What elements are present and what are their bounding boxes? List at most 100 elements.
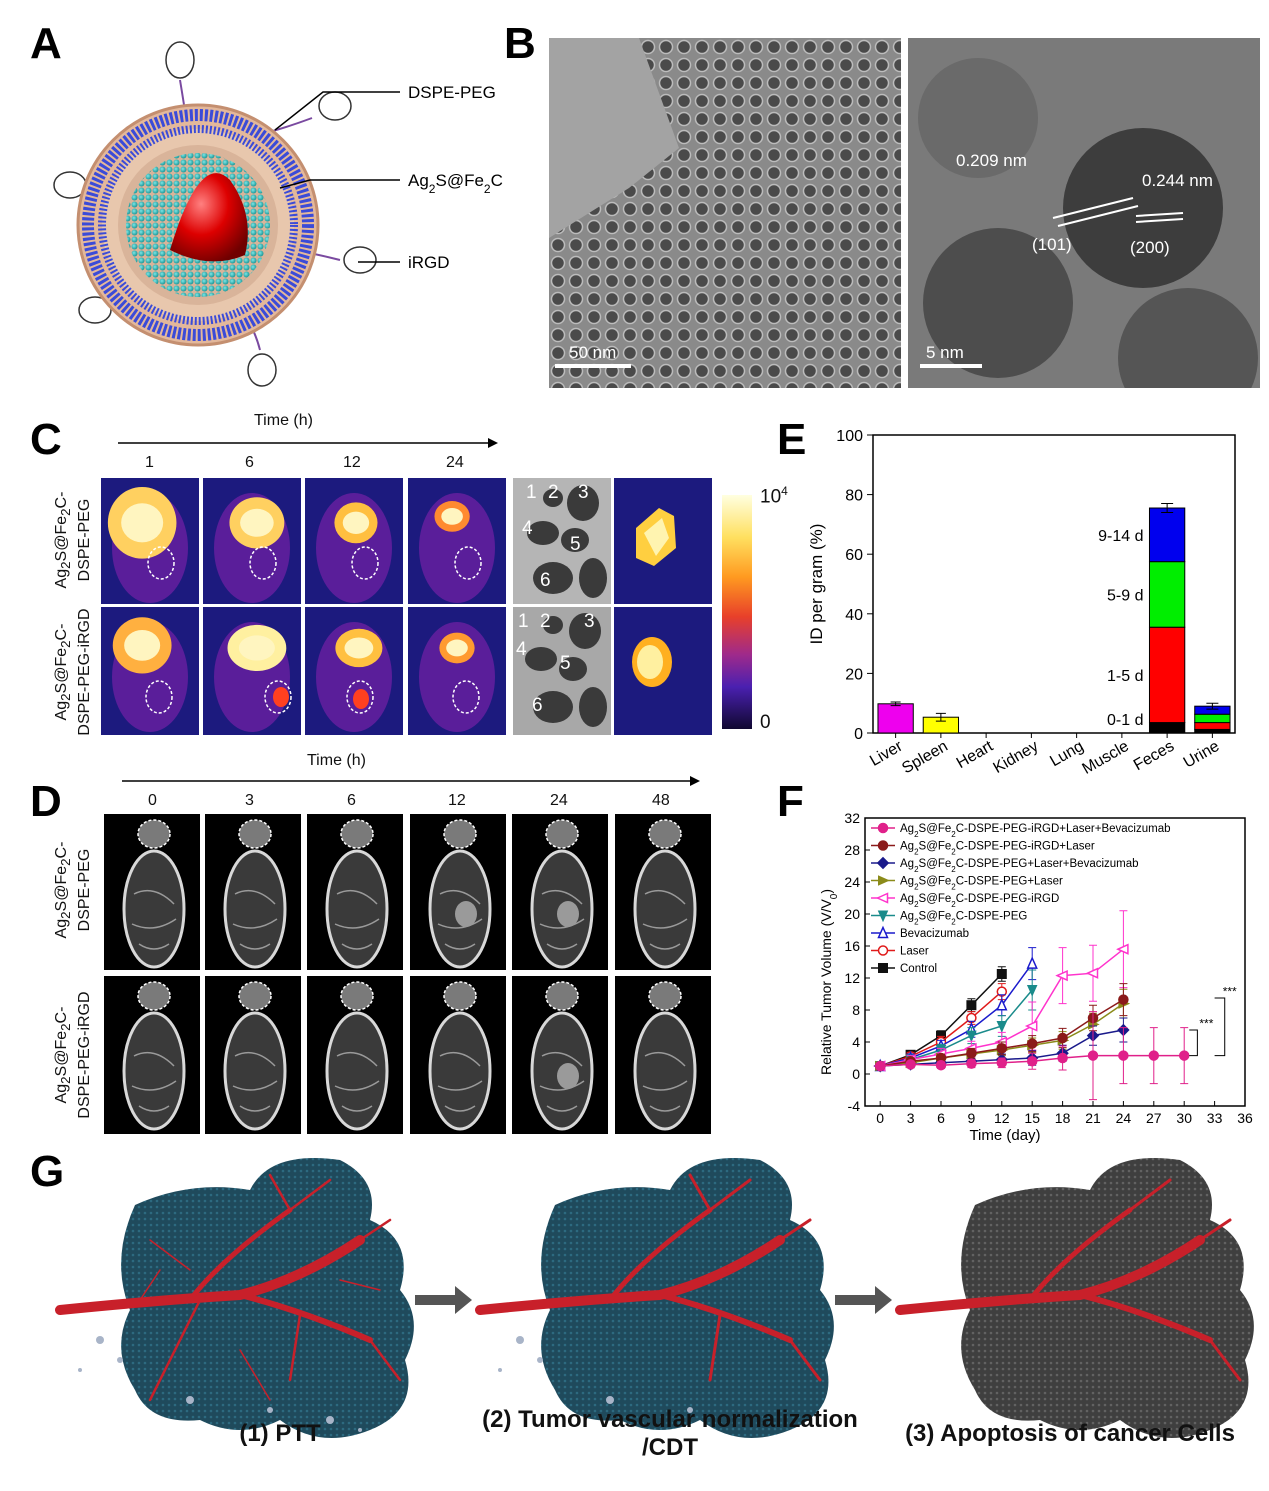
panel-c-row1-label: Ag2S@Fe2C- DSPE-PEG [53,491,94,589]
data-point [1085,967,1099,979]
organ-number: 5 [560,653,571,674]
bladder [557,1063,579,1089]
panel-label-b: B [504,19,536,68]
panel-g-illustration [55,1158,1254,1438]
y-tick-label: 16 [844,938,860,954]
plot-frame [872,434,1236,734]
stage-3-tumor [895,1158,1254,1438]
liver-signal-core [124,630,161,661]
fluorescence-image [203,478,301,604]
d-spacing-0244: 0.244 nm [1142,171,1213,190]
tumor-outline [137,819,171,849]
panel-c-time-arrow [118,438,498,448]
legend-label: Ag2S@Fe2C-DSPE-PEG-iRGD [900,893,1059,909]
plane-101: (101) [1032,235,1072,254]
y-tick-label: 12 [844,970,860,986]
x-tick-label: 12 [994,1110,1010,1126]
panel-d-time-label: 24 [550,792,568,809]
significance-bracket-2 [1214,997,1226,1057]
data-point [966,1000,977,1011]
organ-photo-row2 [513,607,611,735]
plot-frame [864,817,1246,1107]
legend-label: Ag2S@Fe2C-DSPE-PEG [900,911,1027,927]
y-tick-label: 40 [845,607,863,624]
panel-d-time-label: 12 [448,792,466,809]
panel-d-time-axis-label: Time (h) [307,752,366,769]
data-point [1118,1050,1129,1061]
tumor-outline [443,981,477,1011]
y-tick-label: 80 [845,488,863,505]
mouse-cross-section [428,1011,492,1131]
tumor-outline [238,819,272,849]
x-tick-label: 3 [907,1110,915,1126]
organ-number: 3 [578,482,589,503]
legend-label: Bevacizumab [900,928,969,940]
liver-signal-core [121,503,164,543]
panel-label-g: G [30,1147,65,1196]
y-tick-label: -4 [848,1098,861,1114]
panel-c-time-24: 24 [446,454,464,471]
colorbar-min: 0 [760,712,771,733]
legend-label: Ag2S@Fe2C-DSPE-PEG-iRGD+Laser+Bevacizuma… [900,823,1171,839]
x-tick-label: 18 [1055,1110,1071,1126]
panel-c-row2-label: Ag2S@Fe2C- DSPE-PEG-iRGD [53,608,94,736]
mouse-cross-section [325,1011,389,1131]
data-point [874,1060,886,1072]
arrow-1-to-2 [415,1286,472,1314]
panel-label-f: F [777,777,804,826]
organ-number: 6 [540,570,551,591]
tumor-outline [137,981,171,1011]
legend-label: Ag2S@Fe2C-DSPE-PEG+Laser+Bevacizumab [900,858,1139,874]
y-axis-label: Relative Tumor Volume (V/V0) [818,889,840,1075]
organ-number: 4 [516,639,527,660]
legend-entry: Ag2S@Fe2C-DSPE-PEG-iRGD+Laser [871,840,1095,856]
tumor-outline [648,819,682,849]
mri-image [615,814,711,970]
colorbar [722,495,752,729]
data-point [1026,956,1038,969]
scale-bar-5nm: 5 nm [926,343,964,362]
data-point [878,963,888,973]
x-tick-label-kidney: Kidney [991,738,1042,777]
mouse-cross-section [223,1011,287,1131]
x-tick-label-spleen: Spleen [899,738,951,778]
error-bar [935,712,946,722]
mouse-cross-section [633,849,697,969]
mri-image [615,976,711,1134]
tumor-outline [648,981,682,1011]
organ-number: 2 [548,482,559,503]
panel-c-time-1: 1 [145,454,154,471]
d-spacing-0209: 0.209 nm [956,151,1027,170]
bladder [455,901,477,927]
mouse-body [419,622,495,732]
liver-signal-core [446,639,468,657]
segment-label: 0-1 d [1107,712,1143,729]
y-tick-label: 24 [844,874,860,890]
fluorescence-image [101,478,199,604]
label-dspe-peg: DSPE-PEG [408,83,496,102]
mri-image [104,814,200,970]
organ-number: 2 [540,611,551,632]
mri-image [307,976,403,1134]
fluorescence-image [305,607,403,735]
panel-d-row1-label: Ag2S@Fe2C- DSPE-PEG [53,841,94,939]
fluorescence-image [408,607,506,735]
data-point [1118,994,1129,1005]
mouse-cross-section [223,849,287,969]
panel-label-c: C [30,415,62,464]
data-point [935,1059,947,1071]
data-point [877,910,889,923]
organ-contours [539,889,585,950]
mri-image [307,814,403,970]
y-tick-label: 20 [845,666,863,683]
data-point [875,892,889,904]
mri-image [512,976,608,1134]
x-tick-label-heart: Heart [954,737,997,772]
data-point [966,1047,977,1059]
organ-contours [539,1051,585,1112]
data-point [1026,1038,1038,1049]
caption-vascular-normalization: (2) Tumor vascular normalization /CDT [482,1406,858,1461]
caption-ptt: (1) PTT [239,1420,321,1447]
tumor-outline [145,680,173,714]
organ-contours [437,1051,483,1112]
